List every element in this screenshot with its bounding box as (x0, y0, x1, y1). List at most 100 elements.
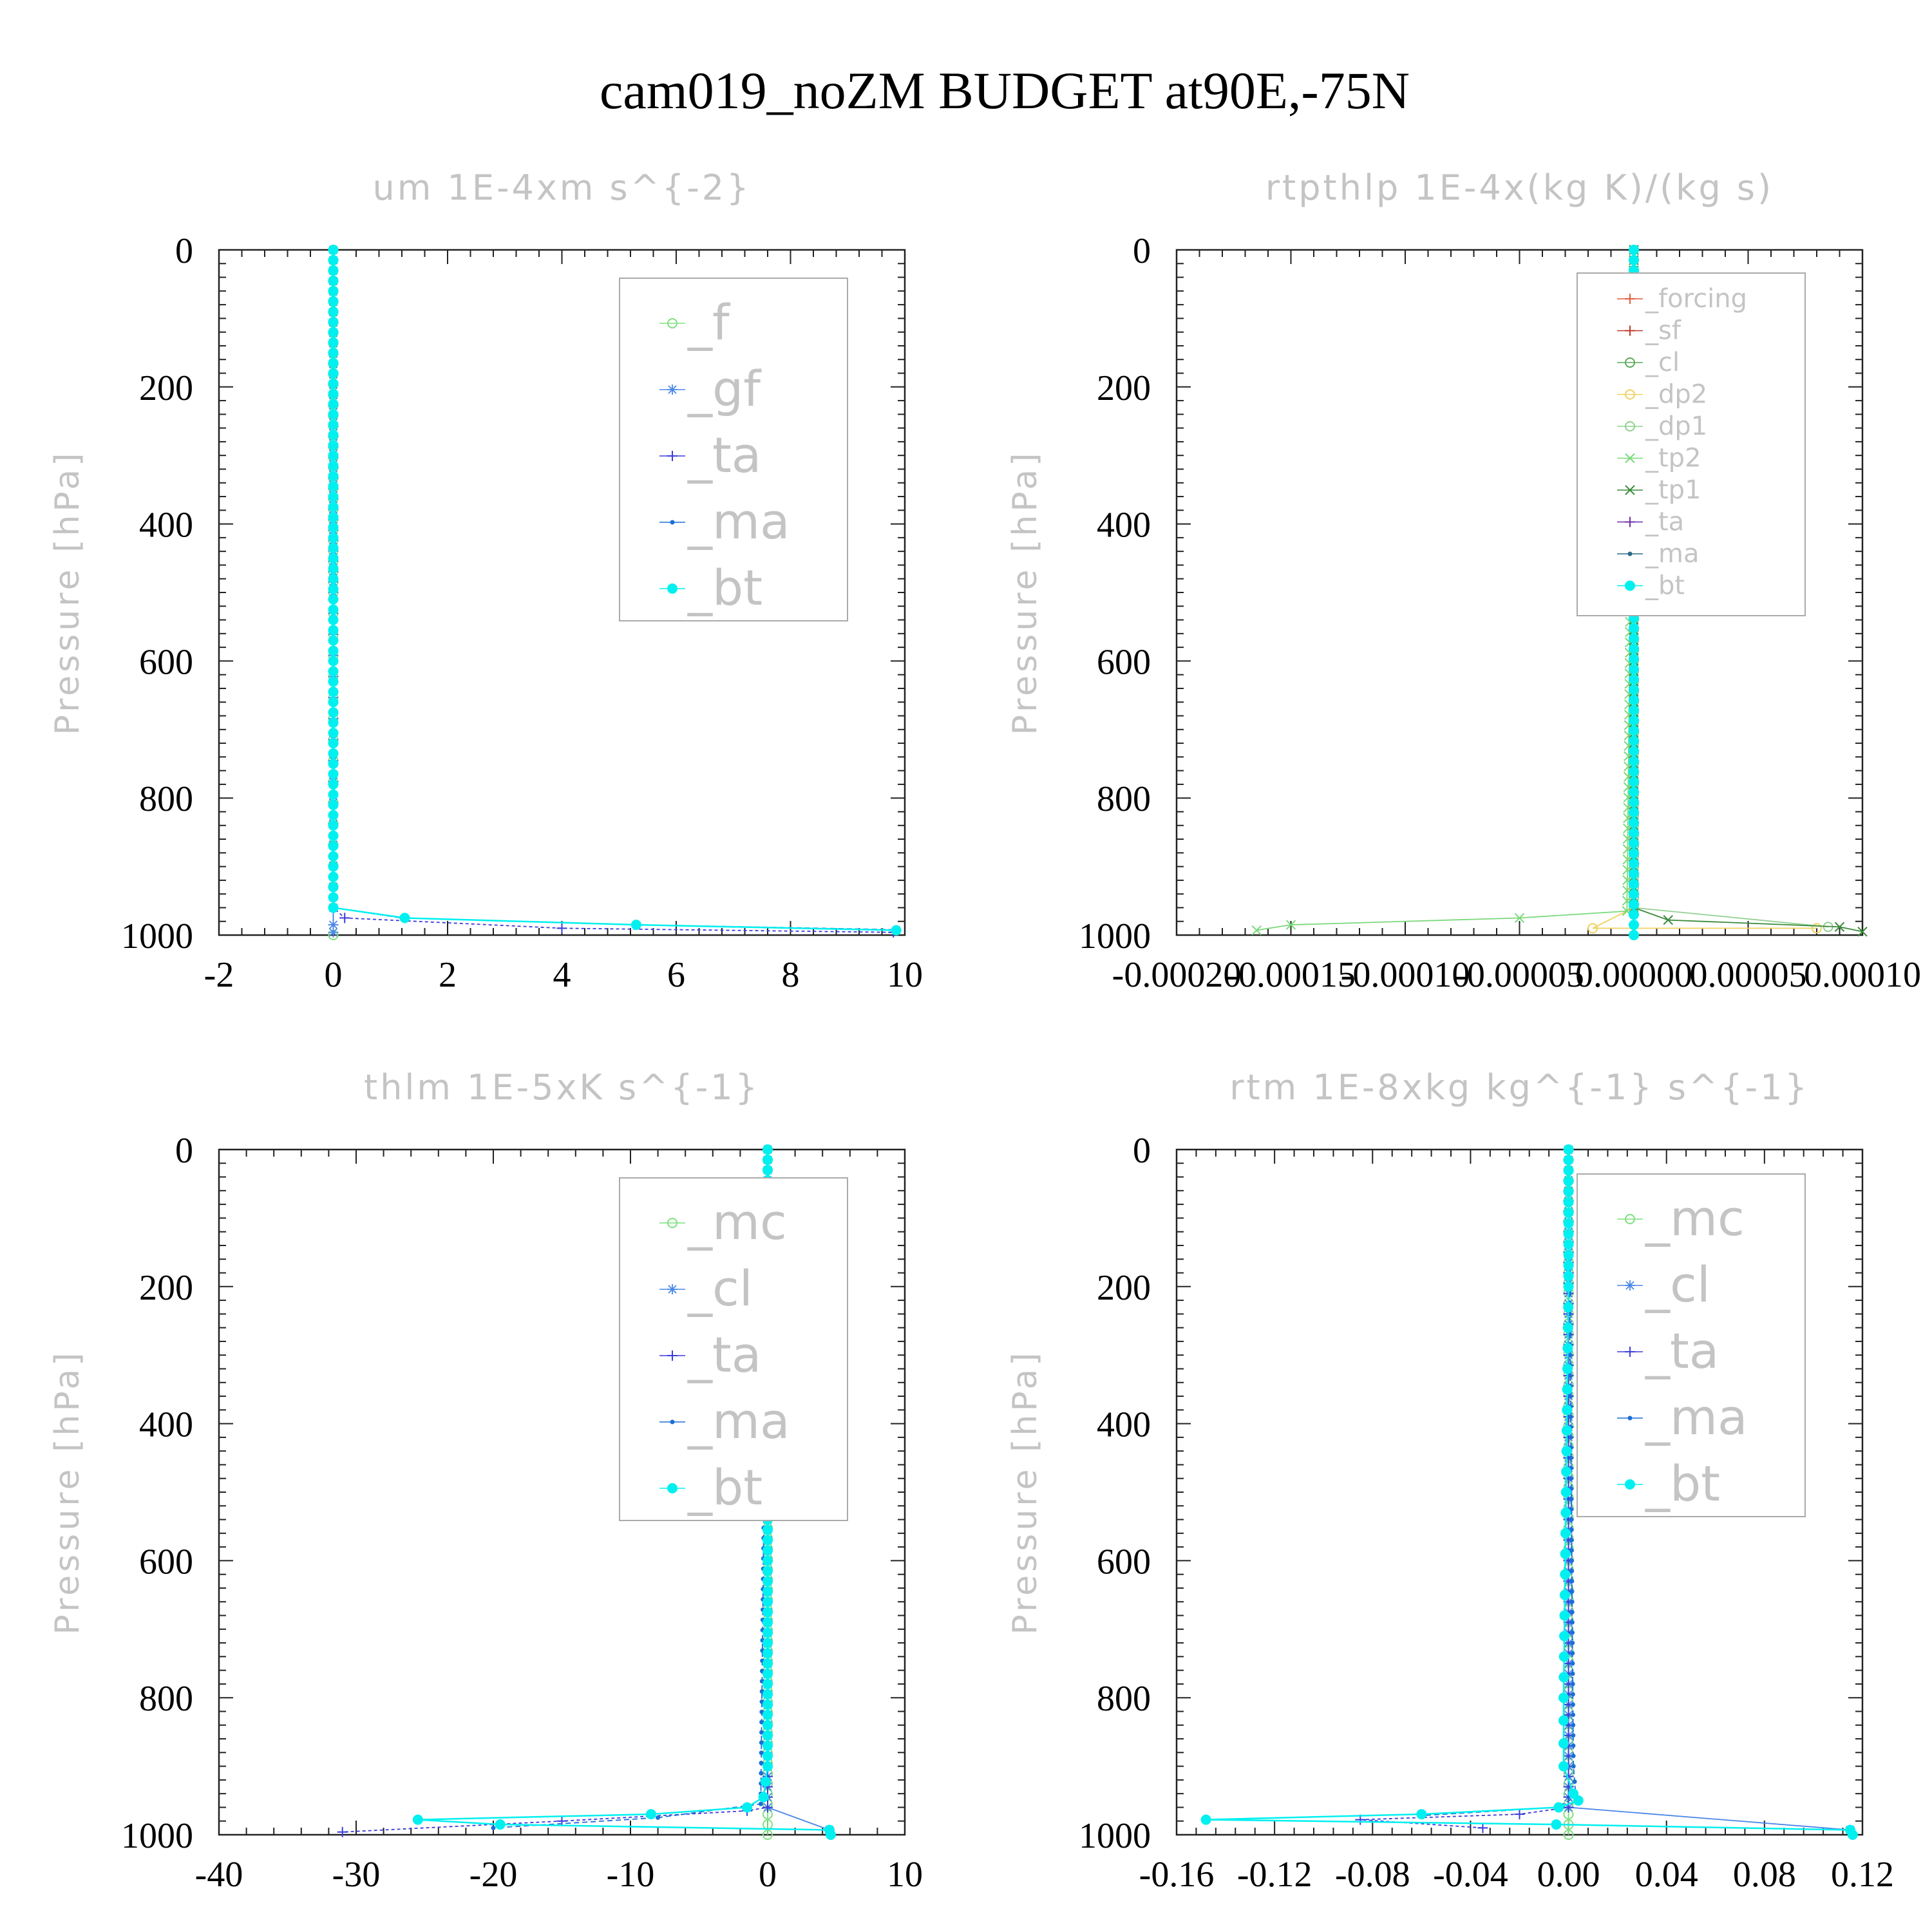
legend-marker (667, 1483, 677, 1493)
data-point (891, 925, 902, 936)
data-point (328, 820, 339, 831)
data-point (762, 1545, 773, 1556)
x-tick-label: -20 (469, 1855, 518, 1895)
data-point (328, 502, 339, 512)
data-point (1571, 1712, 1576, 1718)
data-point (328, 614, 339, 625)
y-axis-label: Pressure [hPa] (48, 1350, 87, 1635)
data-point (1569, 1609, 1575, 1615)
data-point (1563, 1260, 1574, 1271)
data-point (328, 871, 339, 882)
data-point (328, 768, 339, 779)
data-point (1563, 1144, 1574, 1155)
legend-marker (667, 384, 677, 395)
data-point (1514, 1809, 1525, 1820)
data-point (1570, 1651, 1575, 1656)
legend: _forcing_sf_cl _dp2_dp1 _tp2_tp1_ta_ma_bt (1577, 272, 1806, 616)
data-point (328, 861, 339, 872)
data-point (328, 430, 339, 440)
data-point (328, 511, 339, 522)
data-point (1563, 1302, 1574, 1312)
data-point (762, 1709, 773, 1720)
data-point (1562, 1363, 1573, 1374)
data-point (762, 1627, 773, 1638)
data-point (1567, 1352, 1573, 1358)
x-tick-label: -0.00020 (1112, 955, 1242, 995)
data-point (328, 738, 339, 749)
data-point (1563, 1781, 1574, 1792)
data-point (328, 553, 339, 564)
y-axis-label: Pressure [hPa] (1006, 1350, 1045, 1635)
data-point (1570, 1681, 1575, 1687)
data-point (1560, 1528, 1571, 1539)
data-point (328, 542, 339, 553)
data-point (328, 748, 339, 759)
data-point (1570, 1630, 1575, 1635)
legend-label: _forcing (1645, 284, 1747, 314)
data-point (495, 1819, 506, 1830)
data-point (762, 1607, 773, 1618)
legend-marker (1627, 1416, 1633, 1421)
data-point (328, 789, 339, 800)
data-point (1571, 1764, 1576, 1769)
y-tick-label: 1000 (1079, 1816, 1151, 1856)
panel-title: rtm 1E-8xkg kg^{-1} s^{-1} (1229, 1067, 1810, 1108)
data-point (328, 882, 339, 893)
x-tick-label: -10 (607, 1855, 655, 1895)
data-point (1629, 633, 1639, 644)
data-point (1553, 1802, 1564, 1813)
data-point (1568, 1455, 1573, 1461)
data-point (328, 419, 339, 430)
x-tick-label: -2 (204, 955, 234, 995)
x-tick-label: 6 (667, 955, 685, 995)
x-tick-label: -0.12 (1237, 1855, 1312, 1895)
legend-label: _cl (1645, 348, 1680, 377)
data-point (328, 697, 339, 708)
y-axis-label: Pressure [hPa] (48, 450, 87, 735)
data-point (759, 1761, 764, 1766)
x-tick-label: 4 (553, 955, 571, 995)
data-point (412, 1814, 423, 1825)
data-point (1629, 735, 1639, 746)
data-point (1570, 1640, 1575, 1645)
data-point (328, 594, 339, 605)
data-point (328, 306, 339, 317)
data-point (762, 1566, 773, 1577)
data-point (328, 892, 339, 903)
data-point (1629, 245, 1639, 255)
data-point (328, 285, 339, 296)
data-point (328, 491, 339, 502)
data-point (1416, 1809, 1427, 1820)
data-point (1629, 920, 1639, 931)
data-point (328, 522, 339, 533)
data-point (328, 583, 339, 594)
data-point (328, 337, 339, 348)
legend-marker (1625, 1479, 1635, 1490)
data-point (1847, 1830, 1858, 1840)
data-point (1558, 1715, 1569, 1726)
data-point (1568, 1435, 1573, 1440)
data-point (1561, 1466, 1572, 1477)
legend-label: _bt (1645, 1455, 1720, 1512)
data-point (1560, 1548, 1571, 1559)
data-point (1559, 1631, 1570, 1642)
data-point (328, 707, 339, 718)
data-point (1562, 1384, 1573, 1395)
data-point (1629, 878, 1639, 889)
data-point (1568, 1414, 1573, 1419)
legend-marker (667, 1350, 677, 1361)
data-point (742, 1802, 753, 1813)
y-tick-label: 200 (1097, 1268, 1151, 1308)
y-tick-label: 400 (139, 1405, 193, 1445)
legend-label: _ta (687, 426, 761, 484)
data-point (1629, 930, 1639, 940)
data-point (762, 1586, 773, 1597)
data-point (1558, 1692, 1569, 1703)
data-point (337, 1826, 348, 1837)
data-point (1559, 1610, 1570, 1621)
data-point (1812, 923, 1822, 934)
legend-label: _bt (687, 559, 762, 616)
data-point (1514, 913, 1525, 923)
data-point (759, 1740, 764, 1745)
